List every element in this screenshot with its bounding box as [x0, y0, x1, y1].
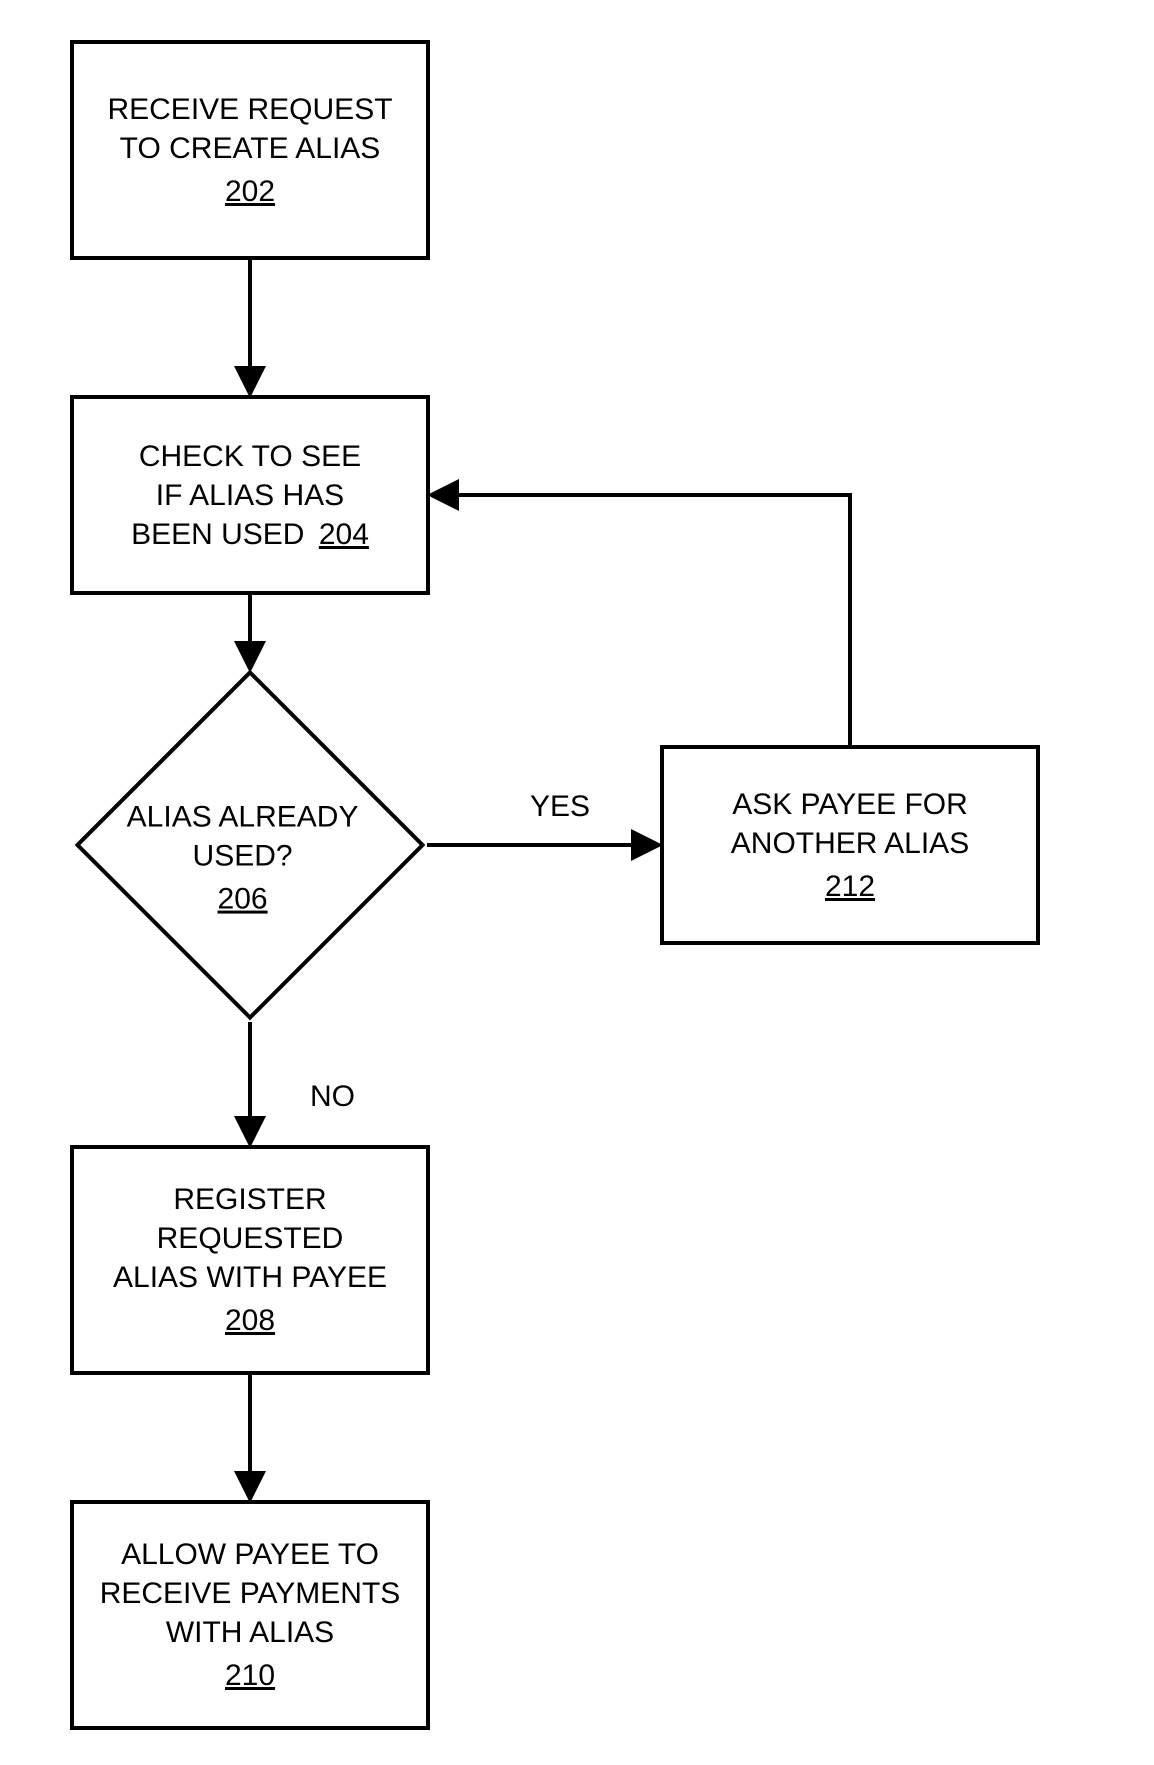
node-text: ANOTHER ALIAS — [731, 824, 969, 863]
node-ref: 208 — [225, 1301, 275, 1340]
node-text: REGISTER — [173, 1180, 326, 1219]
node-text: ALIAS ALREADY — [127, 798, 359, 837]
node-text: CHECK TO SEE — [139, 437, 361, 476]
node-text: RECEIVE PAYMENTS — [100, 1574, 401, 1613]
node-ref: 206 — [218, 880, 268, 919]
node-text: RECEIVE REQUEST — [107, 90, 392, 129]
edge-label-yes: YES — [530, 790, 590, 824]
node-ref: 210 — [225, 1656, 275, 1695]
node-212: ASK PAYEE FOR ANOTHER ALIAS 212 — [660, 745, 1040, 945]
node-text: ALIAS WITH PAYEE — [113, 1258, 387, 1297]
node-text-line3: BEEN USED 204 — [131, 515, 369, 554]
node-text: REQUESTED — [157, 1219, 344, 1258]
node-text: IF ALIAS HAS — [156, 476, 344, 515]
node-ref: 204 — [319, 518, 369, 551]
edge-label-no: NO — [310, 1080, 355, 1114]
node-206: ALIAS ALREADY USED? 206 — [75, 670, 426, 1021]
node-202: RECEIVE REQUEST TO CREATE ALIAS 202 — [70, 40, 430, 260]
node-text: ALLOW PAYEE TO — [121, 1535, 379, 1574]
node-ref: 202 — [225, 172, 275, 211]
node-text: TO CREATE ALIAS — [120, 129, 381, 168]
node-text: ASK PAYEE FOR — [732, 785, 968, 824]
node-210: ALLOW PAYEE TO RECEIVE PAYMENTS WITH ALI… — [70, 1500, 430, 1730]
alias-flowchart: RECEIVE REQUEST TO CREATE ALIAS 202 CHEC… — [0, 0, 1154, 1765]
node-text: USED? — [193, 837, 293, 876]
node-208: REGISTER REQUESTED ALIAS WITH PAYEE 208 — [70, 1145, 430, 1375]
node-text: WITH ALIAS — [166, 1613, 334, 1652]
node-ref: 212 — [825, 867, 875, 906]
node-204: CHECK TO SEE IF ALIAS HAS BEEN USED 204 — [70, 395, 430, 595]
